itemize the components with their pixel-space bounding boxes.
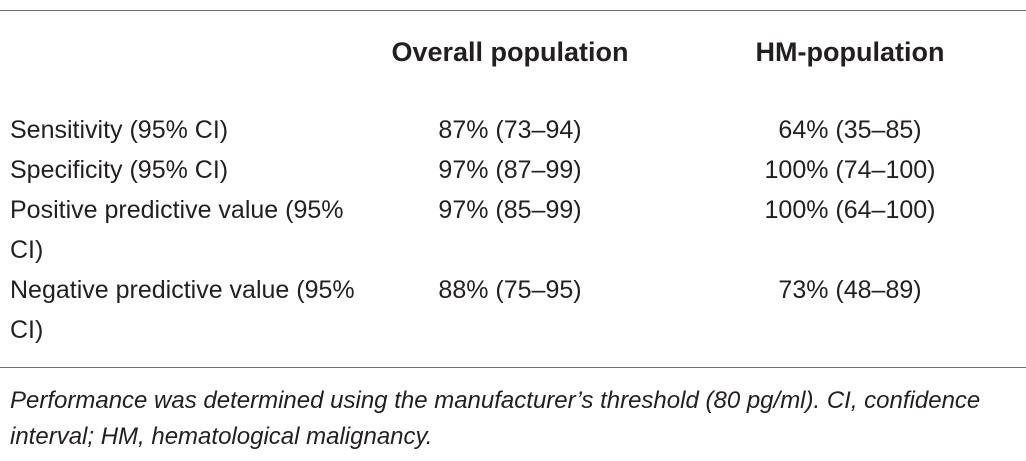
table-top-rule [0, 10, 1026, 11]
cell-hm: 100% (74–100) [764, 156, 936, 184]
row-label: Specificity (95% CI) [10, 156, 229, 184]
row-label: Sensitivity (95% CI) [10, 116, 229, 144]
row-label: Positive predictive value (95% CI) [10, 196, 344, 264]
cell-overall: 87% (73–94) [438, 116, 582, 144]
table-bottom-rule [0, 367, 1026, 368]
column-header-hm-population: HM-population [755, 37, 945, 67]
column-header-overall-population: Overall population [391, 37, 629, 67]
cell-overall: 97% (87–99) [438, 156, 582, 184]
table-footnote: Performance was determined using the man… [10, 387, 981, 450]
cell-hm: 64% (35–85) [778, 116, 922, 144]
cell-overall: 88% (75–95) [438, 276, 582, 304]
cell-hm: 73% (48–89) [778, 276, 922, 304]
cell-hm: 100% (64–100) [764, 196, 936, 224]
cell-overall: 97% (85–99) [438, 196, 582, 224]
row-label: Negative predictive value (95% CI) [10, 276, 355, 344]
